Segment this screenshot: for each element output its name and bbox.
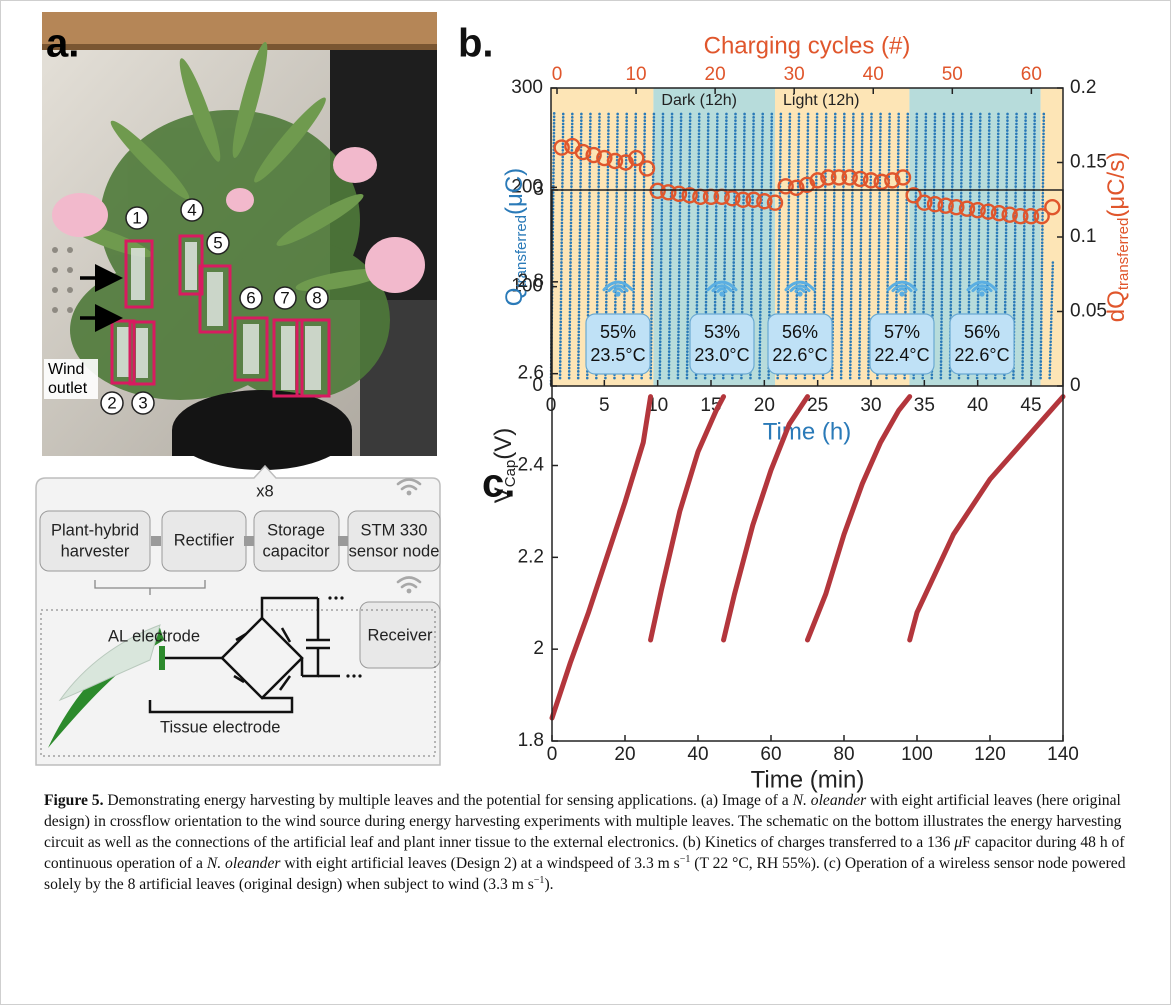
wifi-icon [719, 291, 724, 296]
x-tick-label: 20 [614, 744, 635, 765]
block-label: sensor node [349, 542, 440, 560]
multiplier-label: x8 [256, 482, 273, 500]
band-label: Dark (12h) [661, 92, 737, 109]
block-label: Rectifier [174, 531, 235, 549]
panel-label: a. [46, 22, 79, 66]
caption-text: N. oleander [207, 855, 281, 872]
caption-text: Demonstrating energy harvesting by multi… [103, 792, 792, 809]
photo [42, 12, 437, 470]
x2-axis-label: Charging cycles (#) [704, 32, 911, 59]
axis-label-main: dQ [1103, 290, 1130, 322]
x-tick-label: 35 [914, 395, 935, 416]
leaf-label: 7 [280, 288, 289, 307]
caption-text: ). [544, 876, 553, 893]
block-label: capacitor [263, 542, 330, 560]
block-label: STM 330 [361, 521, 428, 539]
x-axis-label: Time (h) [763, 418, 851, 445]
annotation-humidity: 53% [704, 322, 740, 342]
block-label: Storage [267, 521, 325, 539]
x-tick-label: 60 [760, 744, 781, 765]
x2-tick-label: 60 [1021, 64, 1042, 85]
y-tick-label: 2.6 [518, 363, 544, 384]
x-tick-label: 20 [754, 395, 775, 416]
wifi-icon [615, 291, 620, 296]
y2-tick-label: 0.1 [1070, 226, 1096, 247]
caption-text: N. oleander [793, 792, 867, 809]
annotation-humidity: 56% [782, 322, 818, 342]
y2-tick-label: 0.2 [1070, 77, 1096, 98]
block-label: harvester [61, 542, 130, 560]
axis-label-sub: transferred [1115, 218, 1132, 291]
x-tick-label: 40 [967, 395, 988, 416]
wifi-icon [979, 291, 984, 296]
x-tick-label: 0 [547, 744, 558, 765]
x2-tick-label: 30 [784, 64, 805, 85]
x2-tick-label: 0 [552, 64, 563, 85]
figure-caption: Figure 5. Demonstrating energy harvestin… [44, 790, 1134, 895]
x-tick-label: 120 [974, 744, 1006, 765]
figure-page: 1 4 5 6 7 8 2 3 Wind outlet a. [0, 0, 1171, 1005]
x-tick-label: 45 [1020, 395, 1041, 416]
annotation-temperature: 23.5°C [590, 345, 645, 365]
annotation-temperature: 22.6°C [954, 345, 1009, 365]
leaf-label: 1 [132, 208, 141, 227]
annotation-humidity: 57% [884, 322, 920, 342]
y-tick-label: 300 [511, 77, 543, 98]
caption-text: −1 [680, 854, 691, 865]
x-tick-label: 100 [901, 744, 933, 765]
y-axis-label: dQtransferred(μC/s) [1103, 152, 1132, 322]
wifi-icon [797, 291, 802, 296]
y-tick-label: 3 [533, 179, 544, 200]
annotation-humidity: 56% [964, 322, 1000, 342]
caption-text: Figure 5. [44, 792, 103, 809]
x-tick-label: 0 [546, 395, 557, 416]
axis-label-unit: (μC) [501, 168, 528, 215]
y-tick-label: 2.4 [518, 455, 545, 476]
wind-label: outlet [48, 380, 88, 397]
axis-label-unit: (μC/s) [1103, 152, 1130, 218]
annotation-humidity: 55% [600, 322, 636, 342]
caption-text: μ [954, 834, 962, 851]
panel-label: b. [458, 22, 494, 66]
y-tick-label: 2 [533, 638, 544, 659]
x-tick-label: 140 [1047, 744, 1079, 765]
electrode-label: Tissue electrode [160, 718, 280, 736]
leaf-label: 2 [107, 393, 116, 412]
caption-text: −1 [534, 875, 545, 886]
x-tick-label: 80 [833, 744, 854, 765]
y2-tick-label: 0.15 [1070, 152, 1107, 173]
axis-label-unit: (V) [490, 428, 517, 460]
panel-label: c. [482, 462, 515, 506]
x2-tick-label: 10 [625, 64, 646, 85]
block-label: Plant-hybrid [51, 521, 139, 539]
annotation-temperature: 23.0°C [694, 345, 749, 365]
caption-text: with eight artificial leaves (Design 2) … [280, 855, 679, 872]
block-label: Receiver [367, 626, 433, 644]
band-label: Light (12h) [783, 92, 860, 109]
y2-tick-label: 0 [1070, 375, 1081, 396]
x-tick-label: 5 [599, 395, 610, 416]
leaf-label: 3 [138, 393, 147, 412]
y-tick-label: 1.8 [518, 730, 544, 751]
x2-tick-label: 20 [705, 64, 726, 85]
leaf-label: 8 [312, 288, 321, 307]
leaf-label: 5 [213, 233, 222, 252]
leaf-label: 4 [187, 200, 196, 219]
wind-label: Wind [48, 361, 84, 378]
y-tick-label: 2.2 [518, 546, 544, 567]
x-tick-label: 30 [860, 395, 881, 416]
x2-tick-label: 40 [863, 64, 884, 85]
annotation-temperature: 22.4°C [874, 345, 929, 365]
y2-tick-label: 0.05 [1070, 301, 1107, 322]
x-tick-label: 40 [687, 744, 708, 765]
x-tick-label: 25 [807, 395, 828, 416]
annotation-temperature: 22.6°C [772, 345, 827, 365]
x2-tick-label: 50 [942, 64, 963, 85]
wifi-icon [899, 291, 904, 296]
leaf-label: 6 [246, 288, 255, 307]
electrode-label: AL electrode [108, 627, 200, 645]
y-tick-label: 2.8 [518, 271, 544, 292]
